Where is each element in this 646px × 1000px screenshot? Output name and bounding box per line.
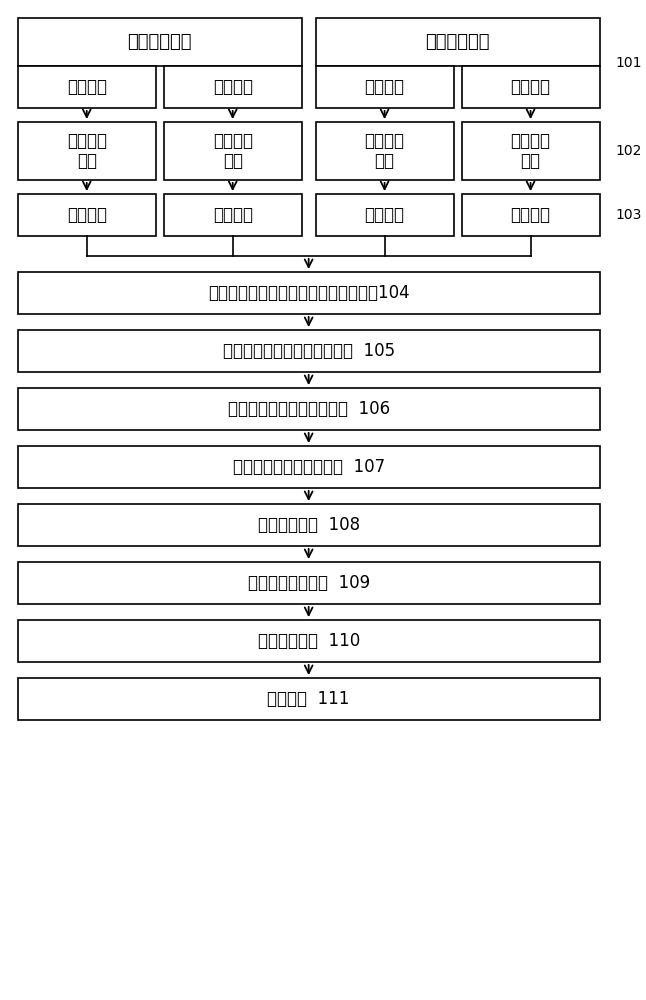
Text: 回波射频
信号: 回波射频 信号 (364, 132, 404, 170)
Bar (17, 122, 156, 180)
Text: 进行数字扫描变换  109: 进行数字扫描变换 109 (247, 574, 370, 592)
Text: 正向脉冲: 正向脉冲 (67, 78, 107, 96)
Bar (17, 66, 156, 108)
Bar (461, 122, 599, 180)
Bar (461, 194, 599, 236)
Bar (315, 18, 599, 66)
Bar (17, 620, 599, 662)
Text: 谐波包络: 谐波包络 (213, 206, 253, 224)
Text: 正向脉冲: 正向脉冲 (364, 78, 404, 96)
Text: 基波包络: 基波包络 (67, 206, 107, 224)
Text: 回波射频
信号: 回波射频 信号 (67, 132, 107, 170)
Text: 103: 103 (616, 208, 641, 222)
Bar (461, 66, 599, 108)
Bar (17, 446, 599, 488)
Text: 基波包络: 基波包络 (364, 206, 404, 224)
Text: 102: 102 (616, 144, 641, 158)
Text: 101: 101 (616, 56, 642, 70)
Text: 基于非线性系数生成图像  107: 基于非线性系数生成图像 107 (233, 458, 385, 476)
Text: 迭代法求解非线性系数函数  106: 迭代法求解非线性系数函数 106 (227, 400, 390, 418)
Bar (17, 18, 302, 66)
Bar (17, 678, 599, 720)
Text: 基于归一化幅值比构建非线性系数函数104: 基于归一化幅值比构建非线性系数函数104 (208, 284, 410, 302)
Bar (163, 194, 302, 236)
Text: 第一电压发射: 第一电压发射 (127, 33, 192, 51)
Bar (17, 330, 599, 372)
Text: 反向脉冲: 反向脉冲 (213, 78, 253, 96)
Text: 进行彩色编码  110: 进行彩色编码 110 (258, 632, 360, 650)
Bar (163, 122, 302, 180)
Text: 谐波包络: 谐波包络 (510, 206, 550, 224)
Text: 反向脉冲: 反向脉冲 (510, 78, 550, 96)
Bar (17, 562, 599, 604)
Bar (315, 194, 453, 236)
Bar (17, 272, 599, 314)
Text: 回波射频
信号: 回波射频 信号 (510, 132, 550, 170)
Text: 进行中值滤波  108: 进行中值滤波 108 (258, 516, 360, 534)
Text: 回波射频
信号: 回波射频 信号 (213, 132, 253, 170)
Text: 估算出非线性系数函数初始值  105: 估算出非线性系数函数初始值 105 (223, 342, 395, 360)
Bar (17, 194, 156, 236)
Text: 输出图像  111: 输出图像 111 (267, 690, 350, 708)
Bar (315, 122, 453, 180)
Bar (163, 66, 302, 108)
Bar (17, 504, 599, 546)
Bar (315, 66, 453, 108)
Bar (17, 388, 599, 430)
Text: 第二电压发射: 第二电压发射 (425, 33, 490, 51)
